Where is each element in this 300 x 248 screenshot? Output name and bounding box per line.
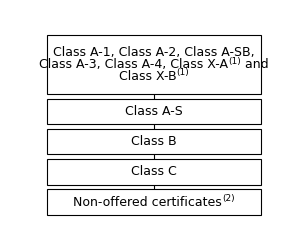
Text: Non-offered certificates: Non-offered certificates	[73, 196, 222, 209]
Text: Class B: Class B	[131, 135, 177, 148]
Text: (1): (1)	[176, 68, 189, 77]
Bar	[47, 99, 261, 124]
Text: (1): (1)	[228, 57, 241, 66]
Text: and: and	[241, 58, 268, 71]
Bar	[47, 159, 261, 185]
Bar	[47, 189, 261, 215]
Bar	[47, 35, 261, 94]
Text: Class A-3, Class A-4, Class X-A: Class A-3, Class A-4, Class X-A	[39, 58, 228, 71]
Text: Class C: Class C	[131, 165, 177, 179]
Text: Class X-B: Class X-B	[118, 70, 176, 83]
Text: Class A-S: Class A-S	[125, 105, 183, 118]
Text: (2): (2)	[222, 194, 234, 203]
Bar	[47, 129, 261, 155]
Text: Class A-1, Class A-2, Class A-SB,: Class A-1, Class A-2, Class A-SB,	[53, 46, 255, 60]
